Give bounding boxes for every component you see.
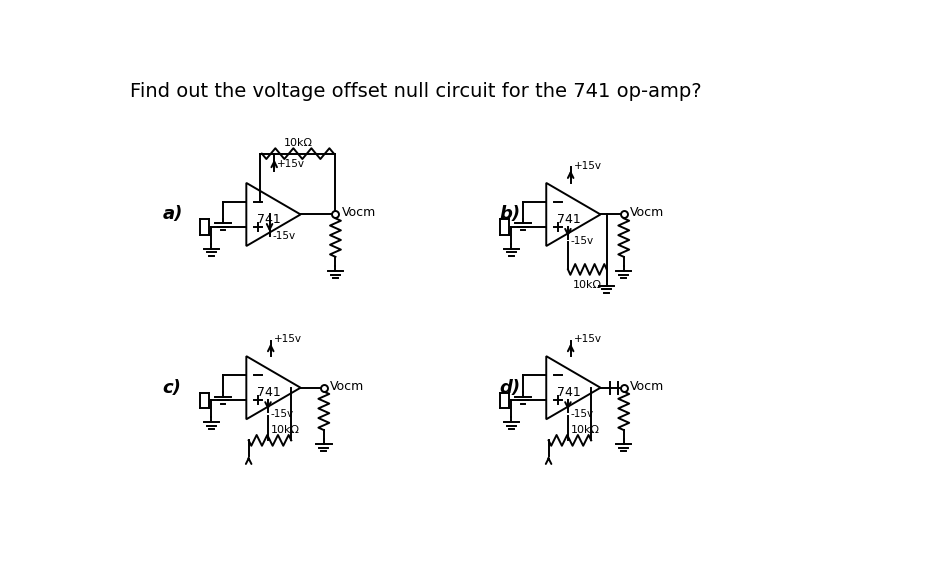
Text: 741: 741 (257, 386, 280, 399)
Text: -15v: -15v (273, 231, 295, 241)
Text: 741: 741 (257, 212, 280, 225)
Text: -15v: -15v (570, 409, 593, 419)
Text: 10kΩ: 10kΩ (571, 425, 599, 435)
Text: +15v: +15v (574, 334, 601, 344)
Text: c): c) (162, 379, 181, 396)
Text: -15v: -15v (270, 409, 293, 419)
Text: Find out the voltage offset null circuit for the 741 op-amp?: Find out the voltage offset null circuit… (130, 82, 701, 101)
Text: +15v: +15v (277, 160, 305, 169)
Text: +15v: +15v (574, 161, 601, 171)
Text: Vocm: Vocm (629, 379, 664, 392)
Text: 741: 741 (557, 386, 580, 399)
Text: Vocm: Vocm (342, 206, 376, 219)
Text: 10kΩ: 10kΩ (283, 138, 312, 148)
Text: a): a) (162, 206, 183, 223)
Text: 10kΩ: 10kΩ (573, 280, 601, 290)
Text: 741: 741 (557, 212, 580, 225)
Text: 10kΩ: 10kΩ (271, 425, 300, 435)
Text: +15v: +15v (274, 334, 302, 344)
Text: Vocm: Vocm (629, 206, 664, 219)
Text: b): b) (499, 206, 521, 223)
Text: Vocm: Vocm (329, 379, 364, 392)
Text: -15v: -15v (570, 236, 593, 246)
Text: d): d) (499, 379, 521, 396)
